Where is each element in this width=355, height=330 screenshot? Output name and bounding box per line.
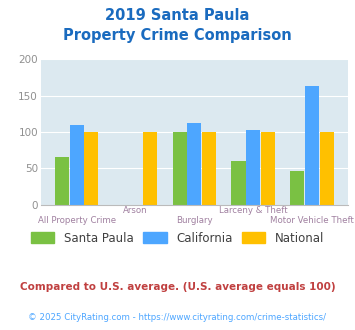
Bar [202, 132, 216, 205]
Bar [290, 171, 305, 205]
Text: Property Crime Comparison: Property Crime Comparison [63, 28, 292, 43]
Text: Compared to U.S. average. (U.S. average equals 100): Compared to U.S. average. (U.S. average … [20, 282, 335, 292]
Text: © 2025 CityRating.com - https://www.cityrating.com/crime-statistics/: © 2025 CityRating.com - https://www.city… [28, 314, 327, 322]
Legend: Santa Paula, California, National: Santa Paula, California, National [26, 227, 329, 249]
Bar [261, 132, 275, 205]
Bar [231, 161, 246, 205]
Bar [305, 86, 319, 205]
Bar [143, 132, 157, 205]
Bar [173, 132, 187, 205]
Bar [246, 130, 260, 205]
Bar [55, 157, 69, 205]
Text: 2019 Santa Paula: 2019 Santa Paula [105, 8, 250, 23]
Bar [84, 132, 98, 205]
Bar [187, 122, 201, 205]
Bar [70, 125, 84, 205]
Bar [320, 132, 334, 205]
